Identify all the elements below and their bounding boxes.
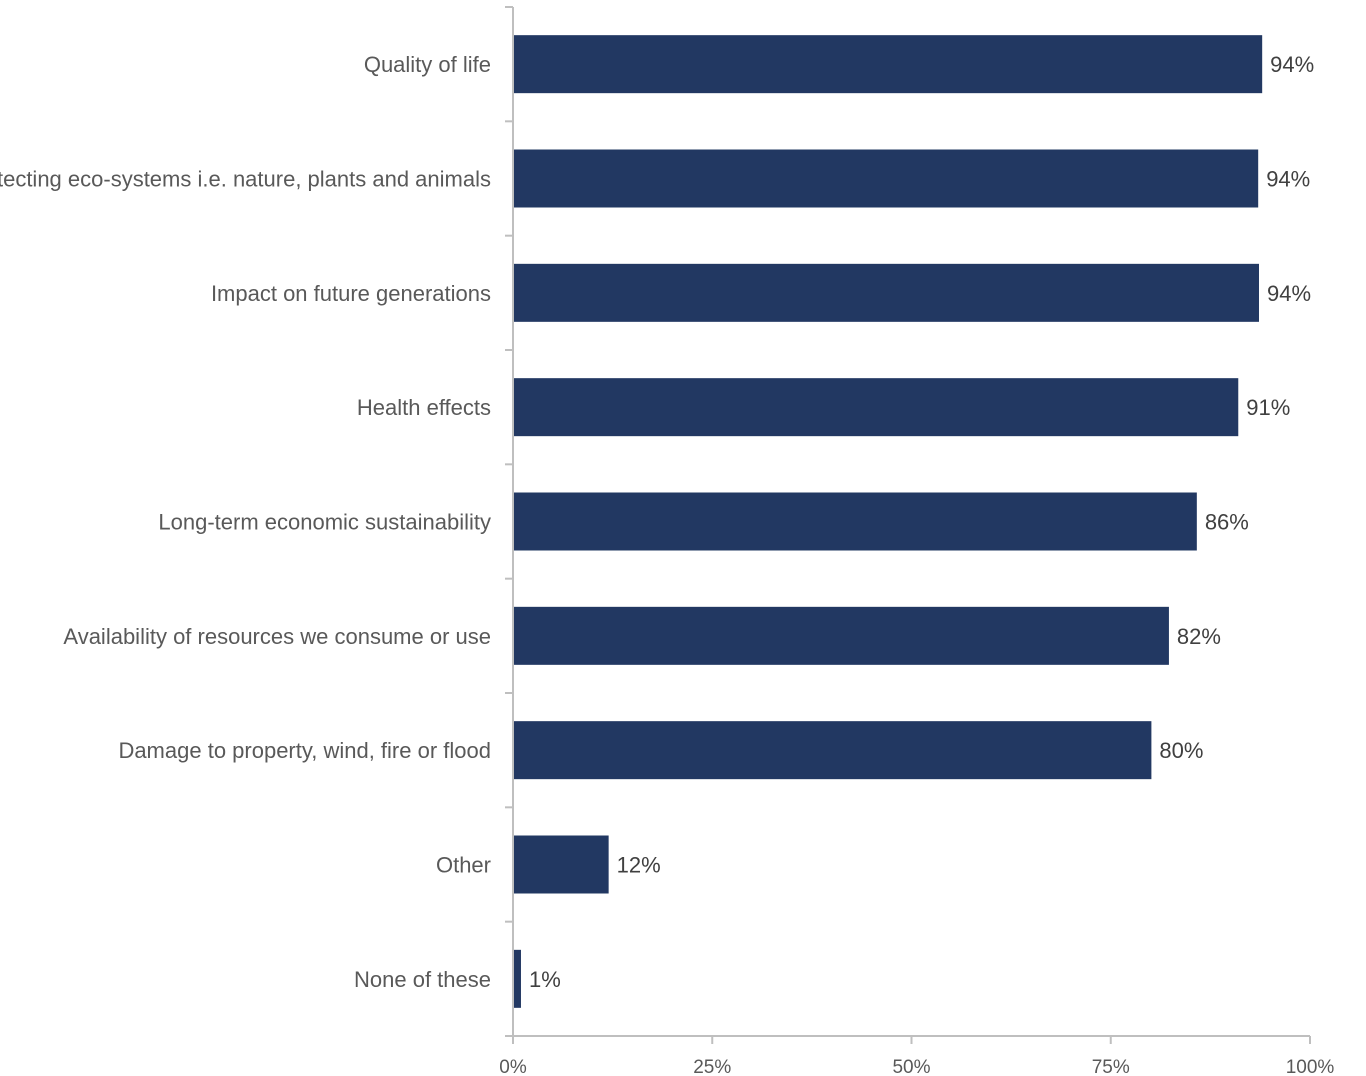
x-tick-label: 0%: [499, 1057, 527, 1076]
category-label: Availability of resources we consume or …: [63, 624, 491, 649]
x-tick-label: 25%: [693, 1057, 731, 1076]
data-label: 80%: [1159, 738, 1203, 763]
category-label: None of these: [354, 967, 491, 992]
x-tick-label: 75%: [1092, 1057, 1130, 1076]
bars: [514, 35, 1263, 1008]
x-axis: 0% 25% 50% 75% 100%: [499, 6, 1335, 1076]
category-label: Protecting eco-systems i.e. nature, plan…: [0, 167, 491, 192]
category-label: Impact on future generations: [211, 281, 491, 306]
x-tick-label: 100%: [1286, 1057, 1335, 1076]
bar: [514, 949, 521, 1008]
bar: [514, 835, 609, 894]
bar: [514, 492, 1197, 551]
data-label: 94%: [1267, 281, 1311, 306]
category-label: Other: [436, 853, 491, 878]
bar: [514, 149, 1259, 208]
bar: [514, 378, 1239, 437]
data-label: 12%: [617, 853, 661, 878]
category-label: Damage to property, wind, fire or flood: [118, 738, 491, 763]
value-labels: 94% 94% 94% 91% 86% 82% 80% 12% 1%: [529, 52, 1314, 992]
data-label: 82%: [1177, 624, 1221, 649]
category-label: Long-term economic sustainability: [158, 510, 491, 535]
data-label: 94%: [1266, 167, 1310, 192]
x-tick-label: 50%: [892, 1057, 930, 1076]
category-labels: Quality of life Protecting eco-systems i.…: [0, 52, 491, 992]
bar: [514, 606, 1169, 665]
data-label: 86%: [1205, 510, 1249, 535]
bar: [514, 263, 1259, 322]
bar: [514, 35, 1263, 94]
data-label: 1%: [529, 967, 561, 992]
bar: [514, 721, 1152, 780]
data-label: 94%: [1270, 52, 1314, 77]
data-label: 91%: [1246, 395, 1290, 420]
category-label: Health effects: [357, 395, 491, 420]
category-label: Quality of life: [364, 52, 491, 77]
